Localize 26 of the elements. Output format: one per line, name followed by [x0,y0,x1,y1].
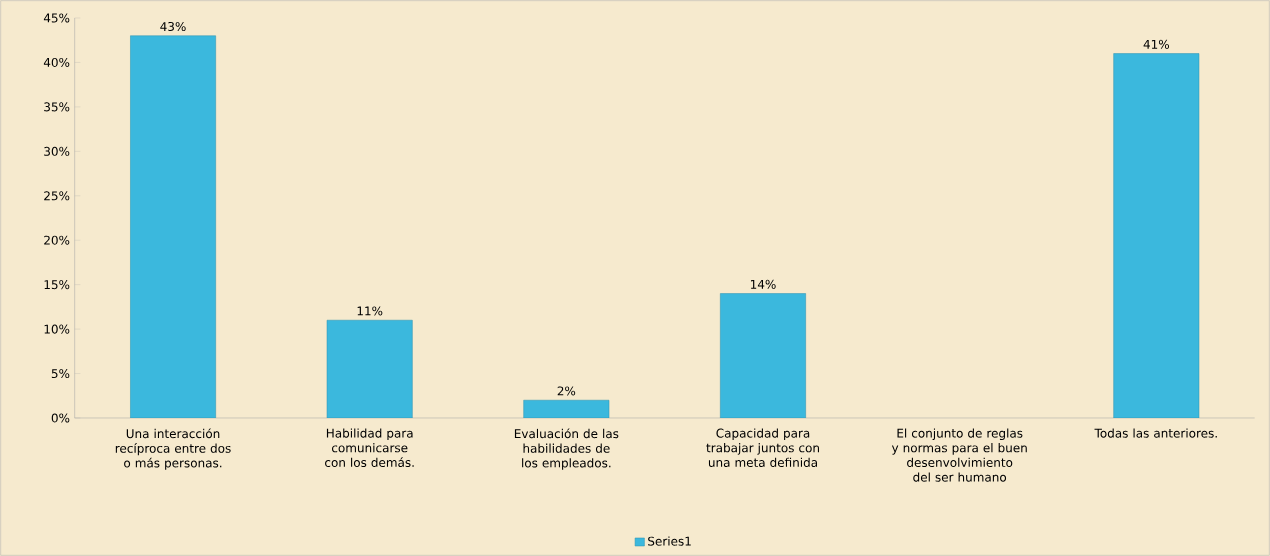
y-tick-label: 15% [44,280,70,290]
y-tick-label: 30% [44,146,70,156]
bar [130,35,216,418]
data-label: 14% [750,279,776,289]
bar [326,319,413,418]
data-label: 43% [160,21,186,32]
x-tick-label: Todas las anteriores. [1094,428,1217,438]
x-tick-label: Habilidad para comunicarse con los demás. [325,428,414,467]
x-tick-label: Capacidad para trabajar juntos con una meta definida [706,428,819,467]
y-tick-label: 10% [44,324,70,334]
y-tick-label: 5% [51,369,70,379]
x-tick-label: Evaluación de las habilidades de los empleados. [514,428,619,470]
data-label: 41% [1143,39,1170,49]
data-label: 2% [557,386,576,396]
bar [1113,53,1200,418]
y-tick-label: 40% [43,57,70,67]
y-tick-label: 35% [44,102,70,112]
data-label: 11% [357,306,383,316]
x-tick-label: El conjunto de reglas y normas para el buen desenvolvimiento del ser humano [891,428,1027,482]
y-tick-label: 20% [44,235,70,245]
bar [720,293,806,418]
legend-label: Series1 [648,536,691,546]
y-tick-label: 25% [44,191,70,201]
x-tick-label: Una interacción recíproca entre dos o más personas. [115,428,231,470]
y-tick-label: 0% [51,413,70,423]
y-tick-label: 45% [43,13,70,23]
